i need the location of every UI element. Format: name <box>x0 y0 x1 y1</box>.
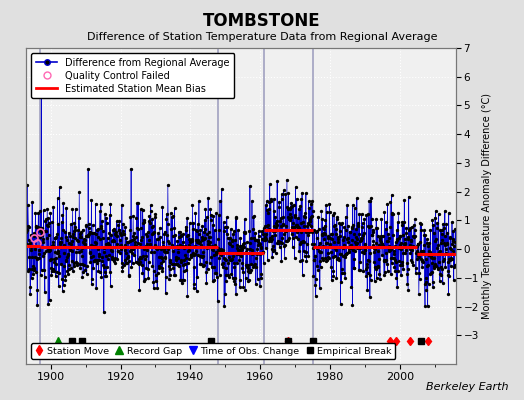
Y-axis label: Monthly Temperature Anomaly Difference (°C): Monthly Temperature Anomaly Difference (… <box>482 93 492 319</box>
Text: Difference of Station Temperature Data from Regional Average: Difference of Station Temperature Data f… <box>87 32 437 42</box>
Text: Berkeley Earth: Berkeley Earth <box>426 382 508 392</box>
Text: TOMBSTONE: TOMBSTONE <box>203 12 321 30</box>
Legend: Station Move, Record Gap, Time of Obs. Change, Empirical Break: Station Move, Record Gap, Time of Obs. C… <box>31 343 396 359</box>
